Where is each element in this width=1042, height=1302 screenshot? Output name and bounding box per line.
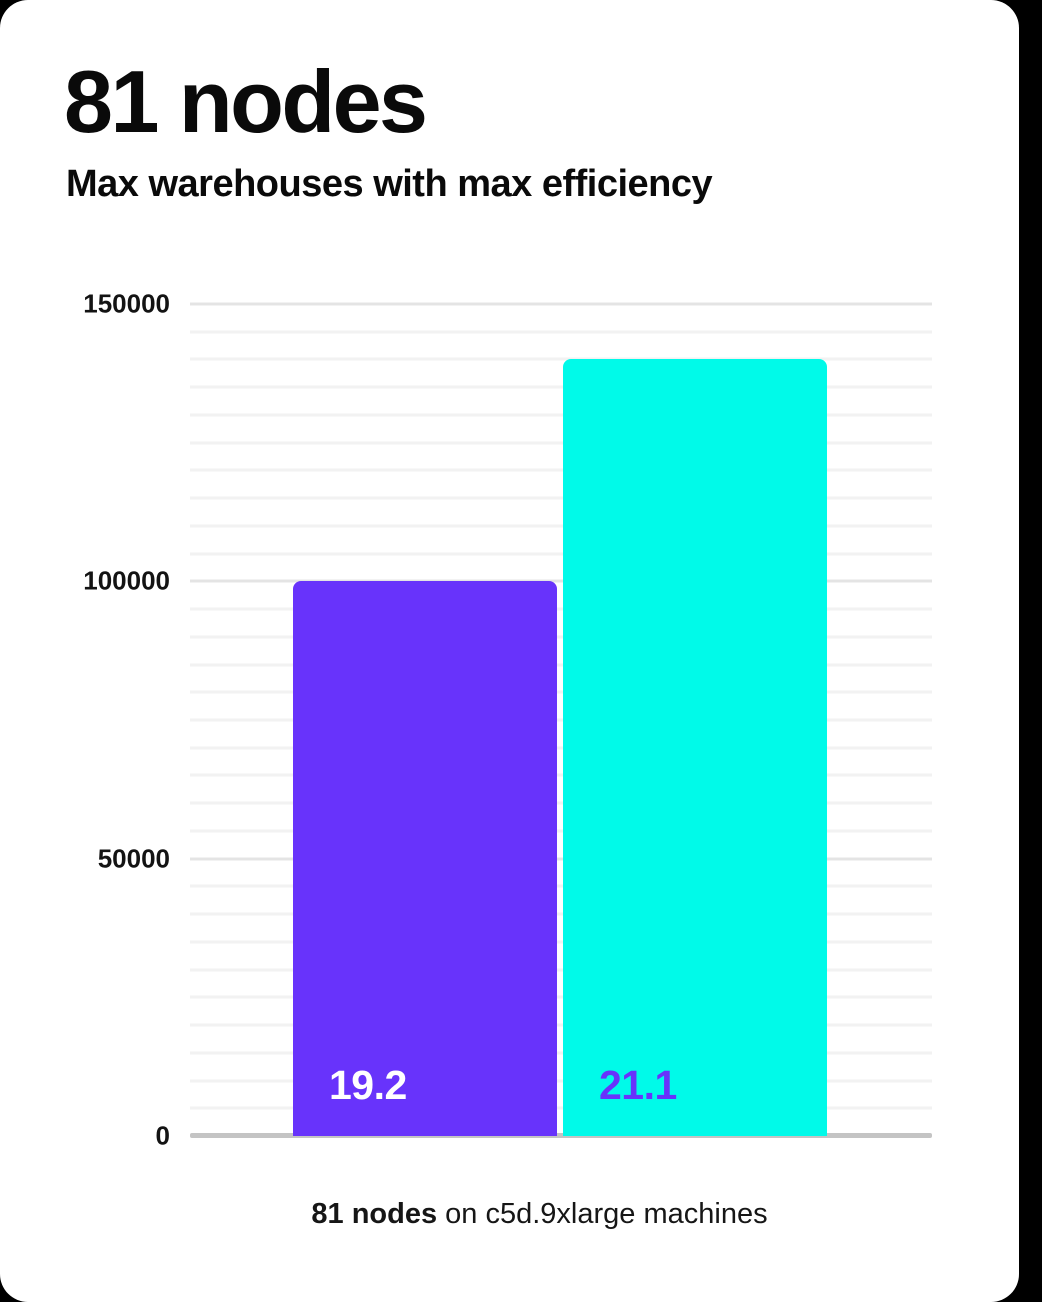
minor-gridline [190, 468, 932, 472]
benchmark-card: 81 nodes Max warehouses with max efficie… [0, 0, 1019, 1302]
major-gridline [190, 857, 932, 861]
page-title: 81 nodes [64, 52, 428, 151]
minor-gridline [190, 1023, 932, 1027]
minor-gridline [190, 1051, 932, 1055]
minor-gridline [190, 746, 932, 750]
major-gridline [190, 579, 932, 583]
y-axis-tick-label: 0 [155, 1120, 170, 1151]
y-axis-labels: 0 50000 100000 150000 [0, 289, 170, 1151]
bar-21.1: 21.1 [563, 359, 827, 1136]
minor-gridline [190, 330, 932, 334]
minor-gridline [190, 385, 932, 389]
minor-gridline [190, 441, 932, 445]
minor-gridline [190, 773, 932, 777]
x-axis-line [190, 1133, 932, 1138]
minor-gridline [190, 635, 932, 639]
minor-gridline [190, 912, 932, 916]
minor-gridline [190, 884, 932, 888]
minor-gridline [190, 829, 932, 833]
chart-subtitle: Max warehouses with max efficiency [66, 163, 713, 205]
minor-gridline [190, 663, 932, 667]
bar-chart: 0 50000 100000 150000 19.2 21.1 [0, 289, 932, 1151]
minor-gridline [190, 1106, 932, 1110]
minor-gridline [190, 968, 932, 972]
major-gridline [190, 302, 932, 306]
y-axis-tick-label: 50000 [97, 843, 170, 874]
minor-gridline [190, 496, 932, 500]
minor-gridline [190, 690, 932, 694]
bar-value-label: 19.2 [329, 1062, 407, 1108]
plot-area: 19.2 21.1 [190, 302, 932, 1138]
minor-gridline [190, 524, 932, 528]
minor-gridline [190, 413, 932, 417]
minor-gridline [190, 940, 932, 944]
minor-gridline [190, 357, 932, 361]
y-axis-tick-label: 100000 [83, 565, 170, 596]
y-axis-tick-label: 150000 [83, 288, 170, 319]
minor-gridline [190, 718, 932, 722]
minor-gridline [190, 1079, 932, 1083]
minor-gridline [190, 607, 932, 611]
chart-caption: 81 nodes on c5d.9xlarge machines [60, 1196, 1019, 1234]
minor-gridline [190, 552, 932, 556]
caption-rest: on c5d.9xlarge machines [437, 1198, 768, 1230]
caption-bold: 81 nodes [311, 1198, 438, 1230]
bar-value-label: 21.1 [599, 1062, 677, 1108]
bar-19.2: 19.2 [293, 581, 557, 1136]
minor-gridline [190, 801, 932, 805]
minor-gridline [190, 995, 932, 999]
